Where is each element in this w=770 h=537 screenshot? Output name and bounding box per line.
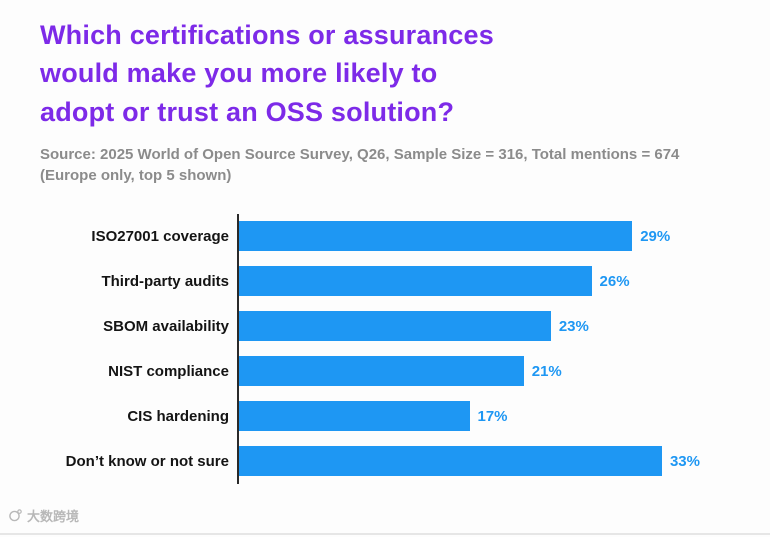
- title-line-1: Which certifications or assurances: [40, 20, 494, 50]
- bar: [239, 356, 524, 387]
- title-line-2: would make you more likely to: [40, 58, 438, 89]
- category-label: Third-party audits: [101, 272, 229, 290]
- bar-track: 17%: [237, 393, 700, 439]
- bar-row: NIST compliance 21%: [40, 348, 700, 394]
- category-label: SBOM availability: [103, 317, 229, 335]
- value-label: 26%: [599, 272, 630, 290]
- value-label: 17%: [477, 407, 508, 425]
- bar-row: ISO27001 coverage 29%: [40, 213, 700, 259]
- bar-track: 21%: [237, 348, 700, 394]
- bar: [239, 266, 592, 297]
- category-label: NIST compliance: [108, 362, 229, 380]
- value-label: 23%: [558, 317, 589, 335]
- bar-track: 23%: [237, 303, 700, 349]
- bar: [239, 446, 662, 477]
- page-title: Which certifications or assurances would …: [40, 16, 730, 131]
- bar-track: 29%: [237, 213, 700, 259]
- title-line-3: adopt or trust an OSS solution?: [40, 96, 455, 127]
- bar-row: CIS hardening 17%: [40, 393, 700, 439]
- category-label: ISO27001 coverage: [91, 227, 229, 245]
- bar-chart: ISO27001 coverage 29% Third-party audits 26…: [40, 213, 700, 484]
- value-label: 29%: [640, 227, 671, 245]
- bar: [239, 401, 470, 432]
- watermark: 大数跨境: [8, 506, 79, 525]
- value-label: 33%: [669, 452, 700, 470]
- bar: [239, 221, 633, 252]
- bottom-divider: [0, 533, 770, 535]
- watermark-text: 大数跨境: [27, 509, 80, 524]
- source-text: Source: 2025 World of Open Source Survey…: [40, 145, 680, 184]
- category-label: CIS hardening: [127, 407, 229, 425]
- bar-track: 26%: [237, 258, 700, 304]
- category-label: Don’t know or not sure: [65, 452, 229, 470]
- bar-row: SBOM availability 23%: [40, 303, 700, 349]
- value-label: 21%: [531, 362, 562, 380]
- bar: [239, 311, 551, 342]
- bar-row: Third-party audits 26%: [40, 258, 700, 304]
- bar-row: Don’t know or not sure 33%: [40, 438, 700, 484]
- bar-track: 33%: [237, 438, 700, 484]
